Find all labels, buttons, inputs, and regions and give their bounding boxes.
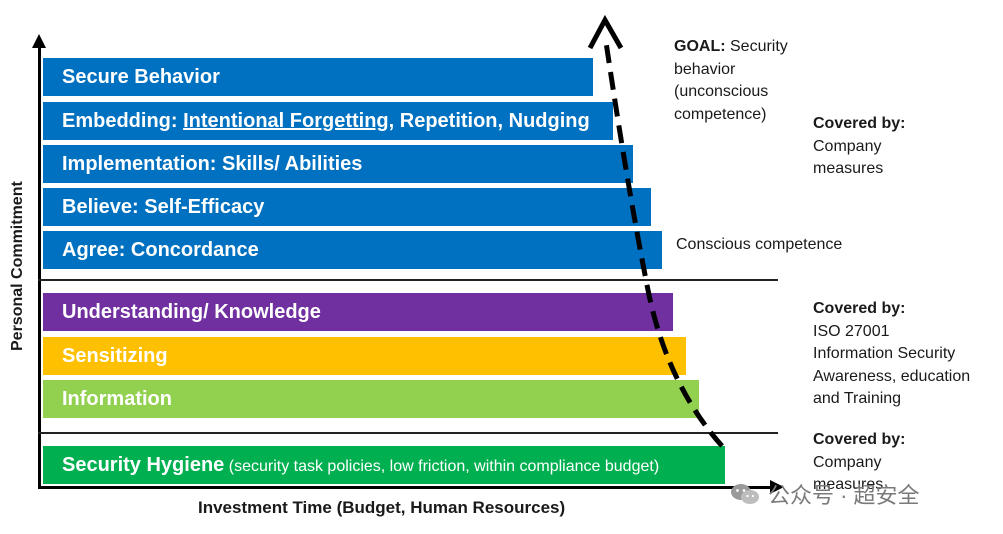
bar-label: Agree: Concordance xyxy=(62,239,259,261)
bar-understanding: Understanding/ Knowledge xyxy=(43,293,673,331)
dashed-curve xyxy=(603,41,724,448)
bar-label: Security Hygiene xyxy=(62,454,225,476)
bar-label: Sensitizing xyxy=(62,345,168,367)
bar-information: Information xyxy=(43,380,699,418)
watermark-text: 公众号 · 超安全 xyxy=(768,483,920,508)
y-axis xyxy=(38,46,41,488)
bar-label: Secure Behavior xyxy=(62,66,220,88)
bar-label-detail: (security task policies, low friction, w… xyxy=(224,458,660,475)
bar-security-hygiene: Security Hygiene (security task policies… xyxy=(43,446,725,484)
bar-label: Believe: Self-Efficacy xyxy=(62,196,265,218)
bar-implementation: Implementation: Skills/ Abilities xyxy=(43,145,633,183)
bar-label: Implementation: Skills/ Abilities xyxy=(62,153,363,175)
wechat-icon xyxy=(731,484,759,504)
x-axis xyxy=(38,486,770,489)
y-axis-arrow-icon xyxy=(32,34,46,48)
bar-secure-behavior: Secure Behavior xyxy=(43,58,593,96)
bar-label-suffix: , Repetition, Nudging xyxy=(388,110,590,132)
covered-by-company-bottom: Covered by: Company measures xyxy=(813,431,906,493)
x-axis-label: Investment Time (Budget, Human Resources… xyxy=(198,498,566,517)
bar-label-prefix: Embedding: xyxy=(62,110,184,132)
bar-label: Information xyxy=(62,388,172,410)
bar-believe: Believe: Self-Efficacy xyxy=(43,188,651,226)
bar-label-underlined: Intentional Forgetting xyxy=(183,110,389,132)
separator-line xyxy=(38,279,778,281)
separator-line xyxy=(38,432,778,434)
bar-embedding: Embedding: Intentional Forgetting, Repet… xyxy=(43,102,613,140)
covered-by-company-top: Covered by: Company measures xyxy=(813,115,906,177)
goal-label: GOAL: xyxy=(674,38,726,55)
curve-arrowhead-icon xyxy=(587,14,624,50)
x-axis-arrow-icon xyxy=(770,480,784,494)
covered-by-iso: Covered by: ISO 27001 Information Securi… xyxy=(813,300,971,407)
goal-note: GOAL: Security behavior (unconscious com… xyxy=(674,38,788,123)
bar-label: Understanding/ Knowledge xyxy=(62,301,321,323)
bar-agree: Agree: Concordance xyxy=(43,231,662,269)
bar-sensitizing: Sensitizing xyxy=(43,337,686,375)
watermark: 公众号 · 超安全 xyxy=(730,478,920,510)
conscious-competence-note: Conscious competence xyxy=(676,236,843,253)
